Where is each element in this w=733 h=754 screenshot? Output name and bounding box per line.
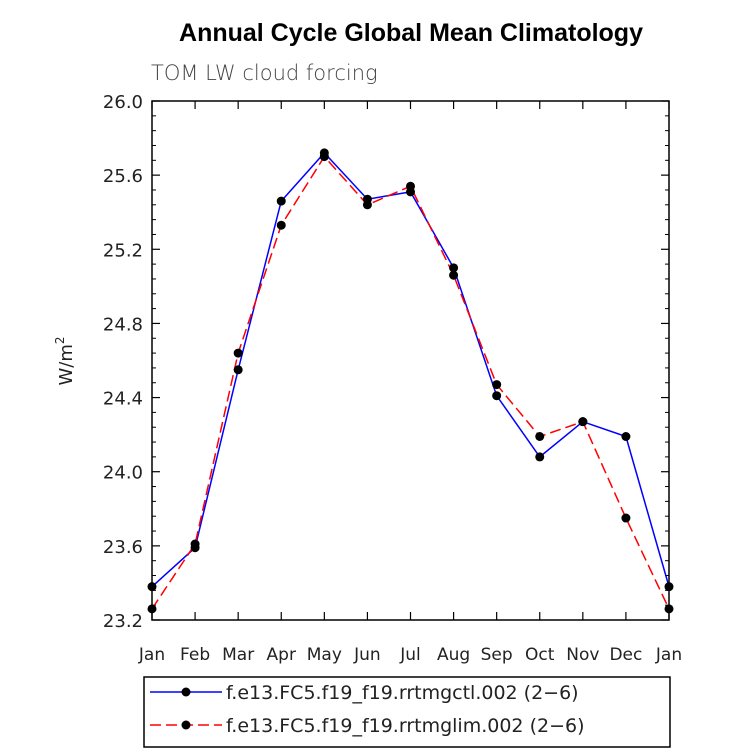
data-point: [406, 181, 415, 191]
data-point: [276, 220, 286, 230]
y-tick-label: 24.8: [103, 314, 143, 335]
x-tick-label: Sep: [481, 645, 513, 665]
legend-box: [143, 676, 671, 748]
legend-label: f.e13.FC5.f19_f19.rrtmgctl.002 (2−6): [226, 682, 579, 704]
series-line: [151, 155, 670, 610]
data-point: [449, 263, 459, 273]
y-tick-label: 23.6: [103, 537, 143, 558]
data-point: [233, 365, 243, 375]
x-tick-label: Jun: [353, 645, 381, 665]
data-point: [492, 391, 502, 401]
x-tick-label: Oct: [525, 645, 555, 665]
data-point: [319, 152, 329, 162]
y-tick-label: 26.0: [103, 92, 143, 113]
y-tick-label: 25.2: [103, 240, 143, 261]
data-point: [578, 417, 588, 427]
x-tick-label: May: [307, 645, 342, 665]
y-tick-label: 23.2: [103, 611, 143, 632]
legend-label: f.e13.FC5.f19_f19.rrtmglim.002 (2−6): [226, 715, 585, 737]
svg-text:W/m2: W/m2: [53, 336, 77, 385]
data-point: [362, 200, 372, 210]
data-point: [147, 582, 157, 592]
legend-marker: [181, 687, 191, 697]
y-tick-label: 24.0: [103, 463, 143, 484]
y-axis-label-superscript: 2: [53, 336, 67, 344]
x-tick-label: Mar: [222, 645, 254, 665]
x-tick-label: Jan: [138, 645, 165, 665]
data-point: [233, 348, 243, 358]
x-tick-label: Nov: [566, 645, 599, 665]
series-line: [151, 151, 670, 588]
y-axis-label-text: W/m: [56, 344, 77, 385]
legend-marker: [181, 720, 191, 730]
chart-title: Annual Cycle Global Mean Climatology: [179, 19, 643, 47]
x-tick-label: Jan: [655, 645, 682, 665]
data-point: [664, 582, 674, 592]
x-tick-label: Feb: [180, 645, 210, 665]
data-point: [535, 431, 545, 441]
data-point: [276, 196, 286, 206]
y-axis-label: W/m2: [53, 336, 77, 385]
data-point: [190, 539, 200, 549]
data-point: [621, 431, 631, 441]
legend: f.e13.FC5.f19_f19.rrtmgctl.002 (2−6) f.e1…: [150, 682, 585, 737]
data-point: [449, 270, 459, 280]
y-tick-label: 25.6: [103, 166, 143, 187]
axes: 23.2 23.6 24.0 24.4 24.8 25.2 25.6 26.0 Jan Feb Ma…: [103, 92, 682, 665]
data-point: [492, 380, 502, 390]
x-tick-label: Jul: [399, 645, 421, 665]
x-tick-label: Aug: [437, 645, 470, 665]
data-point: [621, 513, 631, 523]
chart-subtitle: TOM LW cloud forcing: [151, 61, 378, 85]
data-point: [535, 452, 545, 462]
data-point: [147, 604, 157, 614]
data-series: [147, 148, 674, 614]
plot-frame: [151, 100, 670, 621]
data-point: [664, 604, 674, 614]
y-tick-label: 24.4: [103, 389, 143, 410]
x-tick-label: Dec: [609, 645, 642, 665]
x-tick-label: Apr: [267, 645, 296, 665]
